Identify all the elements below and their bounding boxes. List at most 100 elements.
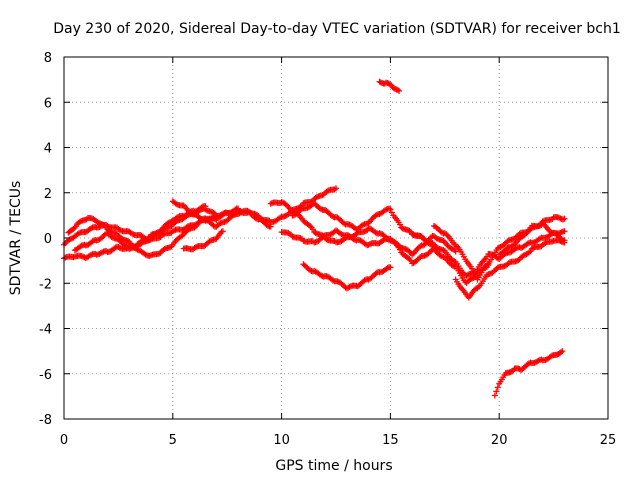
data-point <box>547 353 554 360</box>
data-point <box>483 253 490 260</box>
data-point <box>558 236 565 243</box>
data-point <box>153 229 160 236</box>
data-point <box>494 264 501 271</box>
data-point <box>368 274 375 281</box>
data-point <box>451 258 458 265</box>
data-point <box>303 263 310 270</box>
data-point <box>405 254 412 261</box>
data-point <box>464 271 471 278</box>
data-point <box>301 262 308 269</box>
data-point <box>71 224 78 231</box>
data-point <box>267 200 274 207</box>
data-point <box>541 221 548 228</box>
data-point <box>504 244 511 251</box>
data-point <box>99 249 106 256</box>
y-tick-label: -4 <box>39 323 52 338</box>
data-point <box>530 244 537 251</box>
data-point <box>311 200 318 207</box>
data-point <box>346 283 353 290</box>
data-point <box>425 250 432 257</box>
data-point <box>435 225 441 232</box>
data-point <box>160 231 167 238</box>
data-point <box>433 235 440 242</box>
data-point <box>173 201 180 208</box>
data-point <box>180 231 187 238</box>
data-point <box>556 214 563 221</box>
data-point <box>102 223 109 230</box>
data-point <box>116 244 123 251</box>
data-point <box>316 205 323 212</box>
data-point <box>339 281 346 288</box>
data-point <box>388 209 395 216</box>
data-point <box>515 257 522 264</box>
y-tick-label: 8 <box>44 51 52 66</box>
x-tick-label: 25 <box>600 433 617 448</box>
data-point <box>86 252 93 259</box>
data-point <box>387 264 394 271</box>
data-point <box>145 237 152 244</box>
data-point <box>409 231 416 238</box>
data-point <box>561 228 568 235</box>
data-point <box>501 247 508 254</box>
data-point <box>373 211 380 218</box>
data-point <box>266 217 273 224</box>
data-point <box>88 225 95 232</box>
data-point <box>511 241 518 248</box>
data-point <box>116 226 123 233</box>
data-point <box>387 206 394 213</box>
data-point <box>129 230 135 237</box>
data-point <box>500 248 507 255</box>
x-tick-label: 5 <box>169 433 177 448</box>
data-point <box>380 237 387 244</box>
y-tick-label: -8 <box>39 413 52 428</box>
data-point <box>278 199 285 206</box>
data-point <box>138 240 145 247</box>
data-point <box>309 226 316 233</box>
data-point <box>426 249 433 256</box>
data-point <box>362 227 369 234</box>
x-tick-label: 15 <box>382 433 399 448</box>
data-point <box>99 234 106 241</box>
data-point <box>470 268 477 275</box>
y-tick-label: -2 <box>39 277 52 292</box>
data-point <box>206 238 213 245</box>
data-point <box>254 212 261 219</box>
data-point <box>211 215 218 222</box>
data-point <box>217 220 224 227</box>
data-point <box>120 241 127 248</box>
data-point <box>202 203 209 210</box>
data-point <box>441 254 448 261</box>
data-point <box>526 249 533 256</box>
data-point <box>406 227 413 234</box>
data-point <box>467 276 474 283</box>
data-point <box>307 267 314 274</box>
data-point <box>437 252 444 259</box>
data-point <box>76 218 83 225</box>
data-point <box>396 246 403 253</box>
data-point <box>171 227 178 234</box>
data-point <box>474 285 481 292</box>
data-point <box>312 229 319 236</box>
data-point <box>331 238 338 245</box>
data-point <box>492 267 499 274</box>
data-point <box>406 248 413 255</box>
data-point <box>490 268 497 275</box>
data-point <box>394 86 401 93</box>
data-point <box>202 242 209 249</box>
x-tick-label: 20 <box>491 433 508 448</box>
data-point <box>439 253 446 260</box>
data-point <box>285 211 292 218</box>
data-point <box>165 219 172 226</box>
data-point <box>354 226 361 233</box>
data-point <box>213 216 220 223</box>
data-point <box>549 238 556 245</box>
data-point <box>75 230 82 237</box>
data-point <box>386 205 393 212</box>
data-point <box>229 212 236 219</box>
data-point <box>494 245 501 252</box>
data-point <box>192 244 199 251</box>
data-point <box>258 216 265 223</box>
data-point <box>206 218 213 225</box>
data-point <box>386 81 393 88</box>
y-axis-label: SDTVAR / TECUs <box>8 181 24 296</box>
